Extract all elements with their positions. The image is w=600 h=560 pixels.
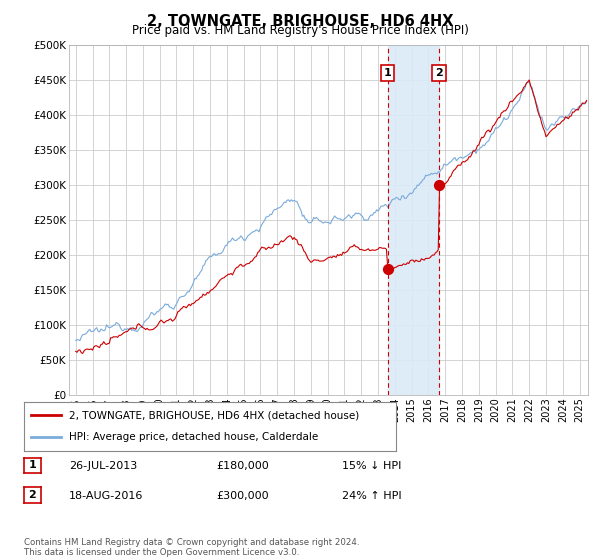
Text: £300,000: £300,000: [216, 491, 269, 501]
Text: 1: 1: [29, 460, 36, 470]
Text: 2, TOWNGATE, BRIGHOUSE, HD6 4HX (detached house): 2, TOWNGATE, BRIGHOUSE, HD6 4HX (detache…: [68, 410, 359, 421]
Text: 1: 1: [384, 68, 392, 78]
Text: 2: 2: [29, 490, 36, 500]
Text: 15% ↓ HPI: 15% ↓ HPI: [342, 461, 401, 471]
Text: 2, TOWNGATE, BRIGHOUSE, HD6 4HX: 2, TOWNGATE, BRIGHOUSE, HD6 4HX: [147, 14, 453, 29]
Text: 24% ↑ HPI: 24% ↑ HPI: [342, 491, 401, 501]
Text: Contains HM Land Registry data © Crown copyright and database right 2024.
This d: Contains HM Land Registry data © Crown c…: [24, 538, 359, 557]
Bar: [388, 45, 439, 395]
Text: 18-AUG-2016: 18-AUG-2016: [69, 491, 143, 501]
Text: Price paid vs. HM Land Registry's House Price Index (HPI): Price paid vs. HM Land Registry's House …: [131, 24, 469, 37]
Text: £180,000: £180,000: [216, 461, 269, 471]
Text: HPI: Average price, detached house, Calderdale: HPI: Average price, detached house, Cald…: [68, 432, 318, 442]
Point: [434, 180, 444, 189]
Text: 26-JUL-2013: 26-JUL-2013: [69, 461, 137, 471]
Point: [383, 264, 392, 273]
Text: 2: 2: [435, 68, 443, 78]
